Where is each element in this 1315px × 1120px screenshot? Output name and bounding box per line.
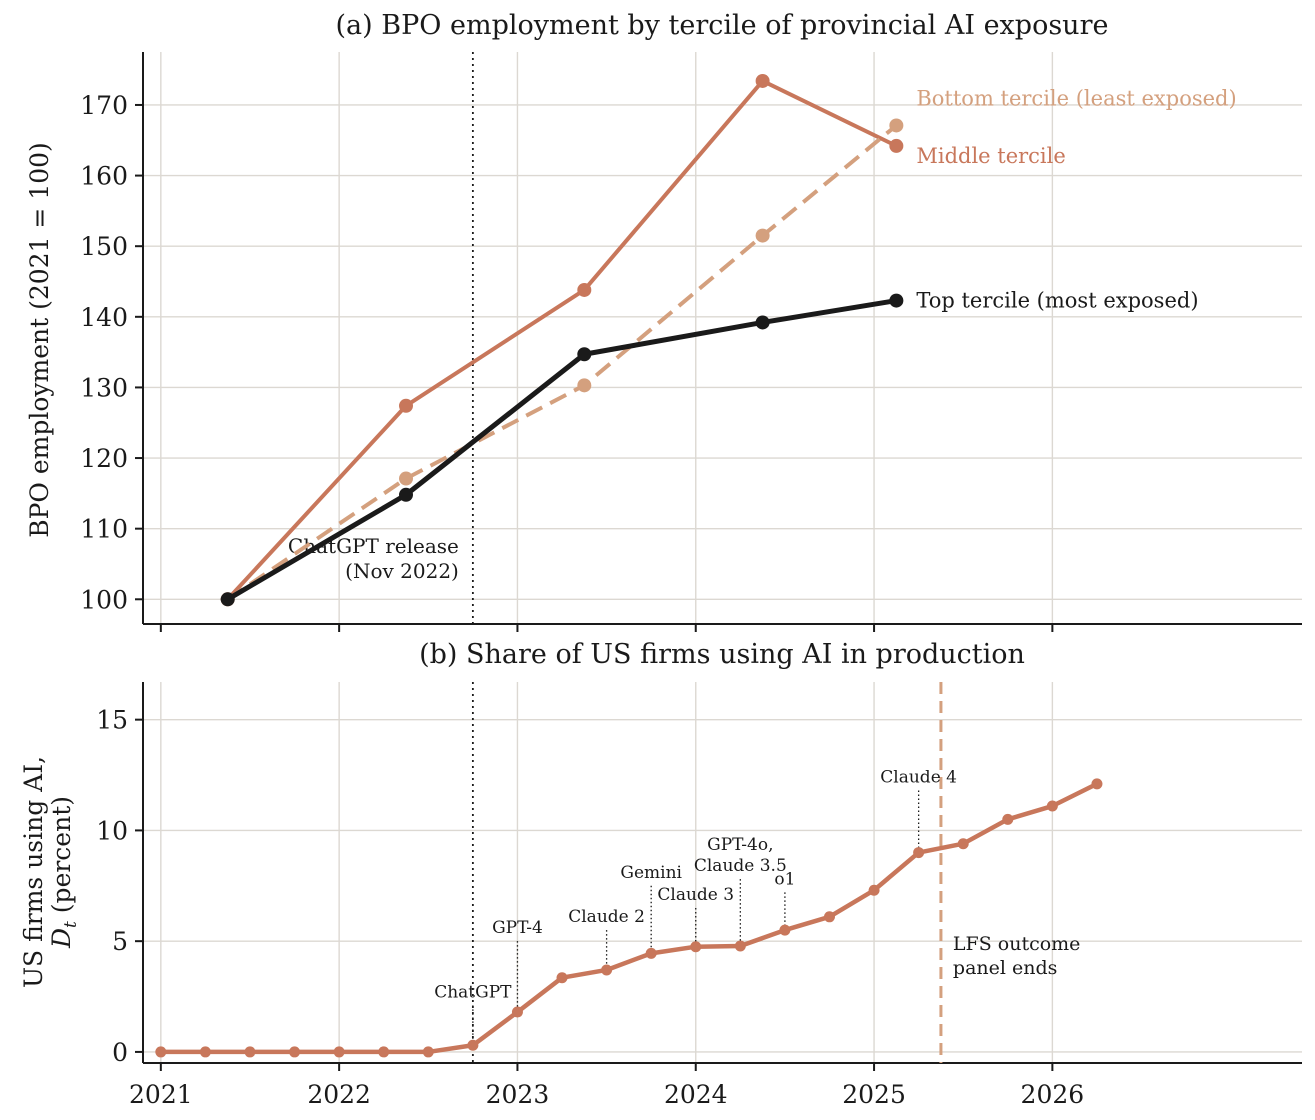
point [511, 1006, 523, 1018]
annotation-label: ChatGPT [434, 982, 512, 1002]
series-label-middle: Middle tercile [916, 144, 1065, 168]
point [913, 847, 925, 859]
point [244, 1046, 256, 1058]
x-tick-label: 2026 [1021, 1080, 1085, 1109]
y-axis-label-units: Dt (percent) [47, 796, 81, 949]
x-tick-label: 2025 [842, 1080, 906, 1109]
y-tick-label: 15 [96, 706, 128, 735]
series-label-top: Top tercile (most exposed) [916, 289, 1198, 313]
point-top [577, 347, 592, 362]
chatgpt-release-label-date: (Nov 2022) [345, 559, 459, 583]
point [1046, 800, 1058, 812]
x-tick-label: 2021 [129, 1080, 193, 1109]
point-top [220, 592, 235, 607]
chatgpt-release-label: ChatGPT release [288, 534, 459, 558]
chart-title: (b) Share of US firms using AI in produc… [419, 639, 1025, 670]
annotation-label: Claude 3.5 [694, 856, 787, 876]
lfs-panel-end-label: LFS outcome [953, 933, 1081, 955]
point [645, 947, 657, 959]
series-line-middle [226, 78, 898, 601]
y-tick-label: 130 [80, 373, 128, 402]
point [155, 1046, 167, 1058]
point [199, 1046, 211, 1058]
point-bottom [755, 228, 770, 243]
point-middle [577, 282, 592, 297]
y-tick-label: 160 [80, 162, 128, 191]
y-tick-label: 0 [112, 1038, 128, 1067]
y-tick-label: 140 [80, 303, 128, 332]
point [1091, 778, 1103, 790]
point [289, 1046, 301, 1058]
point [601, 964, 613, 976]
chart-title: (a) BPO employment by tercile of provinc… [336, 10, 1109, 41]
point [868, 884, 880, 896]
y-tick-label: 100 [80, 585, 128, 614]
y-tick-label: 110 [80, 515, 128, 544]
panel-a: 100 110 120 130 140 150 160 170 (a) BPO employme… [25, 10, 1302, 632]
point [556, 972, 568, 984]
point-bottom [889, 118, 904, 133]
point [957, 838, 969, 850]
annotation-label: Claude 3 [657, 885, 734, 905]
point-middle [889, 138, 904, 153]
panel-b: 0 5 10 15 2021 2022 2023 2024 2025 2026 (b) Share … [19, 639, 1302, 1109]
annotation-label: Claude 4 [880, 768, 957, 788]
point-middle [755, 73, 770, 88]
y-tick-label: 10 [96, 816, 128, 845]
point [690, 941, 702, 953]
point [734, 940, 746, 952]
y-axis-label: BPO employment (2021 = 100) [25, 142, 54, 538]
x-tick-label: 2024 [664, 1080, 728, 1109]
y-axis-label: US firms using AI, [19, 756, 48, 988]
point [467, 1039, 479, 1051]
point-middle [399, 398, 414, 413]
annotation-label: o1 [774, 869, 795, 889]
series-label-bottom: Bottom tercile (least exposed) [916, 86, 1236, 110]
annotation-label: Gemini [620, 863, 682, 883]
series-line [160, 781, 1098, 1055]
annotation-label: Claude 2 [568, 907, 645, 927]
y-tick-label: 120 [80, 444, 128, 473]
point [333, 1046, 345, 1058]
point [779, 924, 791, 936]
point [378, 1046, 390, 1058]
x-tick-label: 2023 [486, 1080, 550, 1109]
y-axis-label-text: (percent) [47, 796, 76, 921]
lfs-panel-end-label-2: panel ends [953, 957, 1057, 979]
point [823, 911, 835, 923]
x-tick-label: 2022 [307, 1080, 371, 1109]
y-axis-label-symbol: D [47, 928, 76, 949]
y-tick-label: 170 [80, 91, 128, 120]
annotation-label: GPT-4o, [707, 835, 773, 855]
point-top [755, 315, 770, 330]
point [1002, 813, 1014, 825]
point [422, 1046, 434, 1058]
annotation-label: GPT-4 [492, 918, 543, 938]
y-tick-label: 150 [80, 232, 128, 261]
point-top [399, 487, 414, 502]
point-bottom [399, 471, 414, 486]
point-top [889, 293, 904, 308]
y-tick-label: 5 [112, 927, 128, 956]
y-axis-label-subscript: t [61, 921, 81, 928]
point-bottom [577, 378, 592, 393]
